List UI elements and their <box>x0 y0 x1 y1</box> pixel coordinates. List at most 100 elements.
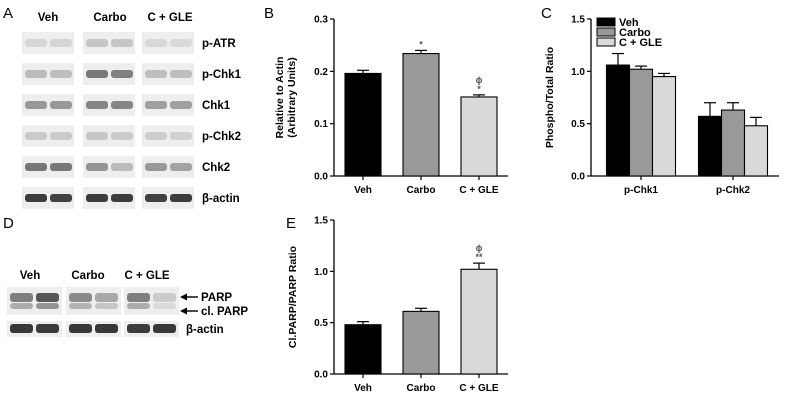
blot-a-row-label: p-ATR <box>202 38 236 50</box>
blot-d-group-label: Veh <box>20 270 40 282</box>
significance-label: ϕ * <box>476 75 483 94</box>
blot-a-band <box>25 101 47 109</box>
blot-a-strip <box>142 156 194 178</box>
blot-a-row-label: p-Chk1 <box>202 69 242 81</box>
blot-a-row-label: Chk1 <box>202 100 231 112</box>
chart-c: 0.0 0.5 1.0 1.5 Phospho/Total Ratio p-Chk1 p-C… <box>544 15 779 196</box>
blot-a-band <box>25 70 47 78</box>
x-tick-label: Veh <box>354 383 372 394</box>
blot-d-group-label: C + GLE <box>124 270 169 282</box>
blot-a-row-label: p-Chk2 <box>202 131 241 143</box>
y-tick-label: 0.0 <box>314 172 328 183</box>
blot-a-band <box>145 101 167 109</box>
y-tick-label: 0.0 <box>571 172 585 183</box>
bar <box>697 115 723 177</box>
western-blot-d: Veh Carbo C + GLE PARP cl. PARP β-actin <box>7 270 248 337</box>
blot-a-band <box>145 39 167 47</box>
blot-a-band <box>145 70 167 78</box>
arrow-head-icon <box>180 293 187 301</box>
legend-label: Carbo <box>619 27 651 39</box>
x-tick-label: C + GLE <box>459 383 499 394</box>
blot-a-strip <box>22 94 74 116</box>
chart-b: 0.0 0.1 0.2 0.3 Relative to Actin(Arbitrary … <box>274 15 508 196</box>
blot-d-clparp-band <box>69 303 92 309</box>
y-axis-label: Cl.PARP/PARP Ratio <box>287 246 299 348</box>
panel-letter-b: B <box>264 5 274 22</box>
blot-a-strip <box>83 125 135 147</box>
blot-a-band <box>170 163 192 171</box>
y-tick-label: 0.0 <box>314 370 328 381</box>
legend-label: C + GLE <box>619 37 662 49</box>
y-tick-label: 1.0 <box>314 267 328 278</box>
blot-d-clparp-band <box>10 303 33 309</box>
blot-a-strip <box>83 156 135 178</box>
y-tick-label: 0.2 <box>314 67 328 78</box>
blot-a-strip <box>83 187 135 209</box>
blot-d-actin-band <box>69 324 92 333</box>
blot-a-strip <box>83 94 135 116</box>
y-tick-label: 0.3 <box>314 15 328 26</box>
y-tick-label: 0.5 <box>314 318 328 329</box>
x-tick-label: Carbo <box>407 185 436 196</box>
blot-d-parp-band <box>10 293 33 302</box>
arrow-head-icon <box>180 307 187 315</box>
blot-d-clparp-band <box>127 303 150 309</box>
blot-a-row-label: β-actin <box>202 193 240 205</box>
bar <box>651 76 677 177</box>
blot-a-band <box>111 163 133 171</box>
blot-a-strip <box>22 32 74 54</box>
blot-a-band <box>50 163 72 171</box>
y-axis-label: Relative to Actin(Arbitrary Units) <box>274 57 298 139</box>
x-tick-label: p-Chk2 <box>716 185 750 196</box>
bar <box>743 125 769 177</box>
blot-d-parp-band <box>95 293 118 302</box>
bar <box>344 72 382 177</box>
blot-a-band <box>86 132 108 140</box>
blot-a-strip <box>22 63 74 85</box>
legend-swatch <box>596 17 616 27</box>
blot-a-band <box>145 163 167 171</box>
panel-letter-a: A <box>3 5 13 22</box>
western-blot-a: Veh Carbo C + GLE p-ATR p-Chk1 Chk1 p-Chk2 Chk2… <box>22 12 242 209</box>
blot-a-band <box>170 194 192 202</box>
blot-a-band <box>170 101 192 109</box>
blot-a-strip <box>83 63 135 85</box>
blot-d-clparp-band <box>95 303 118 309</box>
blot-a-band <box>25 39 47 47</box>
blot-a-band <box>50 194 72 202</box>
blot-a-band <box>145 132 167 140</box>
y-tick-label: 1.0 <box>571 67 585 78</box>
blot-d-parp-band <box>127 293 150 302</box>
blot-a-strip <box>142 187 194 209</box>
legend-label: Veh <box>619 17 639 29</box>
blot-a-band <box>111 70 133 78</box>
y-tick-label: 0.5 <box>571 119 585 130</box>
panel-letter-c: C <box>541 5 552 22</box>
blot-a-strip <box>22 156 74 178</box>
x-tick-label: Carbo <box>407 383 436 394</box>
blot-d-parp-band <box>153 293 176 302</box>
blot-a-band <box>50 39 72 47</box>
blot-a-band <box>86 194 108 202</box>
blot-a-group-label: C + GLE <box>147 12 192 24</box>
blot-a-band <box>86 163 108 171</box>
blot-a-band <box>86 39 108 47</box>
blot-d-arrow-label: PARP <box>201 292 232 304</box>
blot-a-row-label: Chk2 <box>202 162 230 174</box>
blot-a-band <box>111 132 133 140</box>
blot-a-band <box>111 39 133 47</box>
blot-a-strip <box>22 187 74 209</box>
blot-a-strip <box>142 94 194 116</box>
significance-label: ϕ ** <box>475 243 483 262</box>
blot-d-parp-band <box>69 293 92 302</box>
blot-a-band <box>50 132 72 140</box>
significance-label: * <box>419 39 423 49</box>
blot-a-band <box>50 70 72 78</box>
blot-d-actin-band <box>10 324 33 333</box>
blot-a-band <box>50 101 72 109</box>
bar <box>402 52 440 177</box>
blot-a-band <box>170 70 192 78</box>
blot-a-band <box>145 194 167 202</box>
panel-letter-d: D <box>3 215 14 232</box>
x-tick-label: Veh <box>354 185 372 196</box>
